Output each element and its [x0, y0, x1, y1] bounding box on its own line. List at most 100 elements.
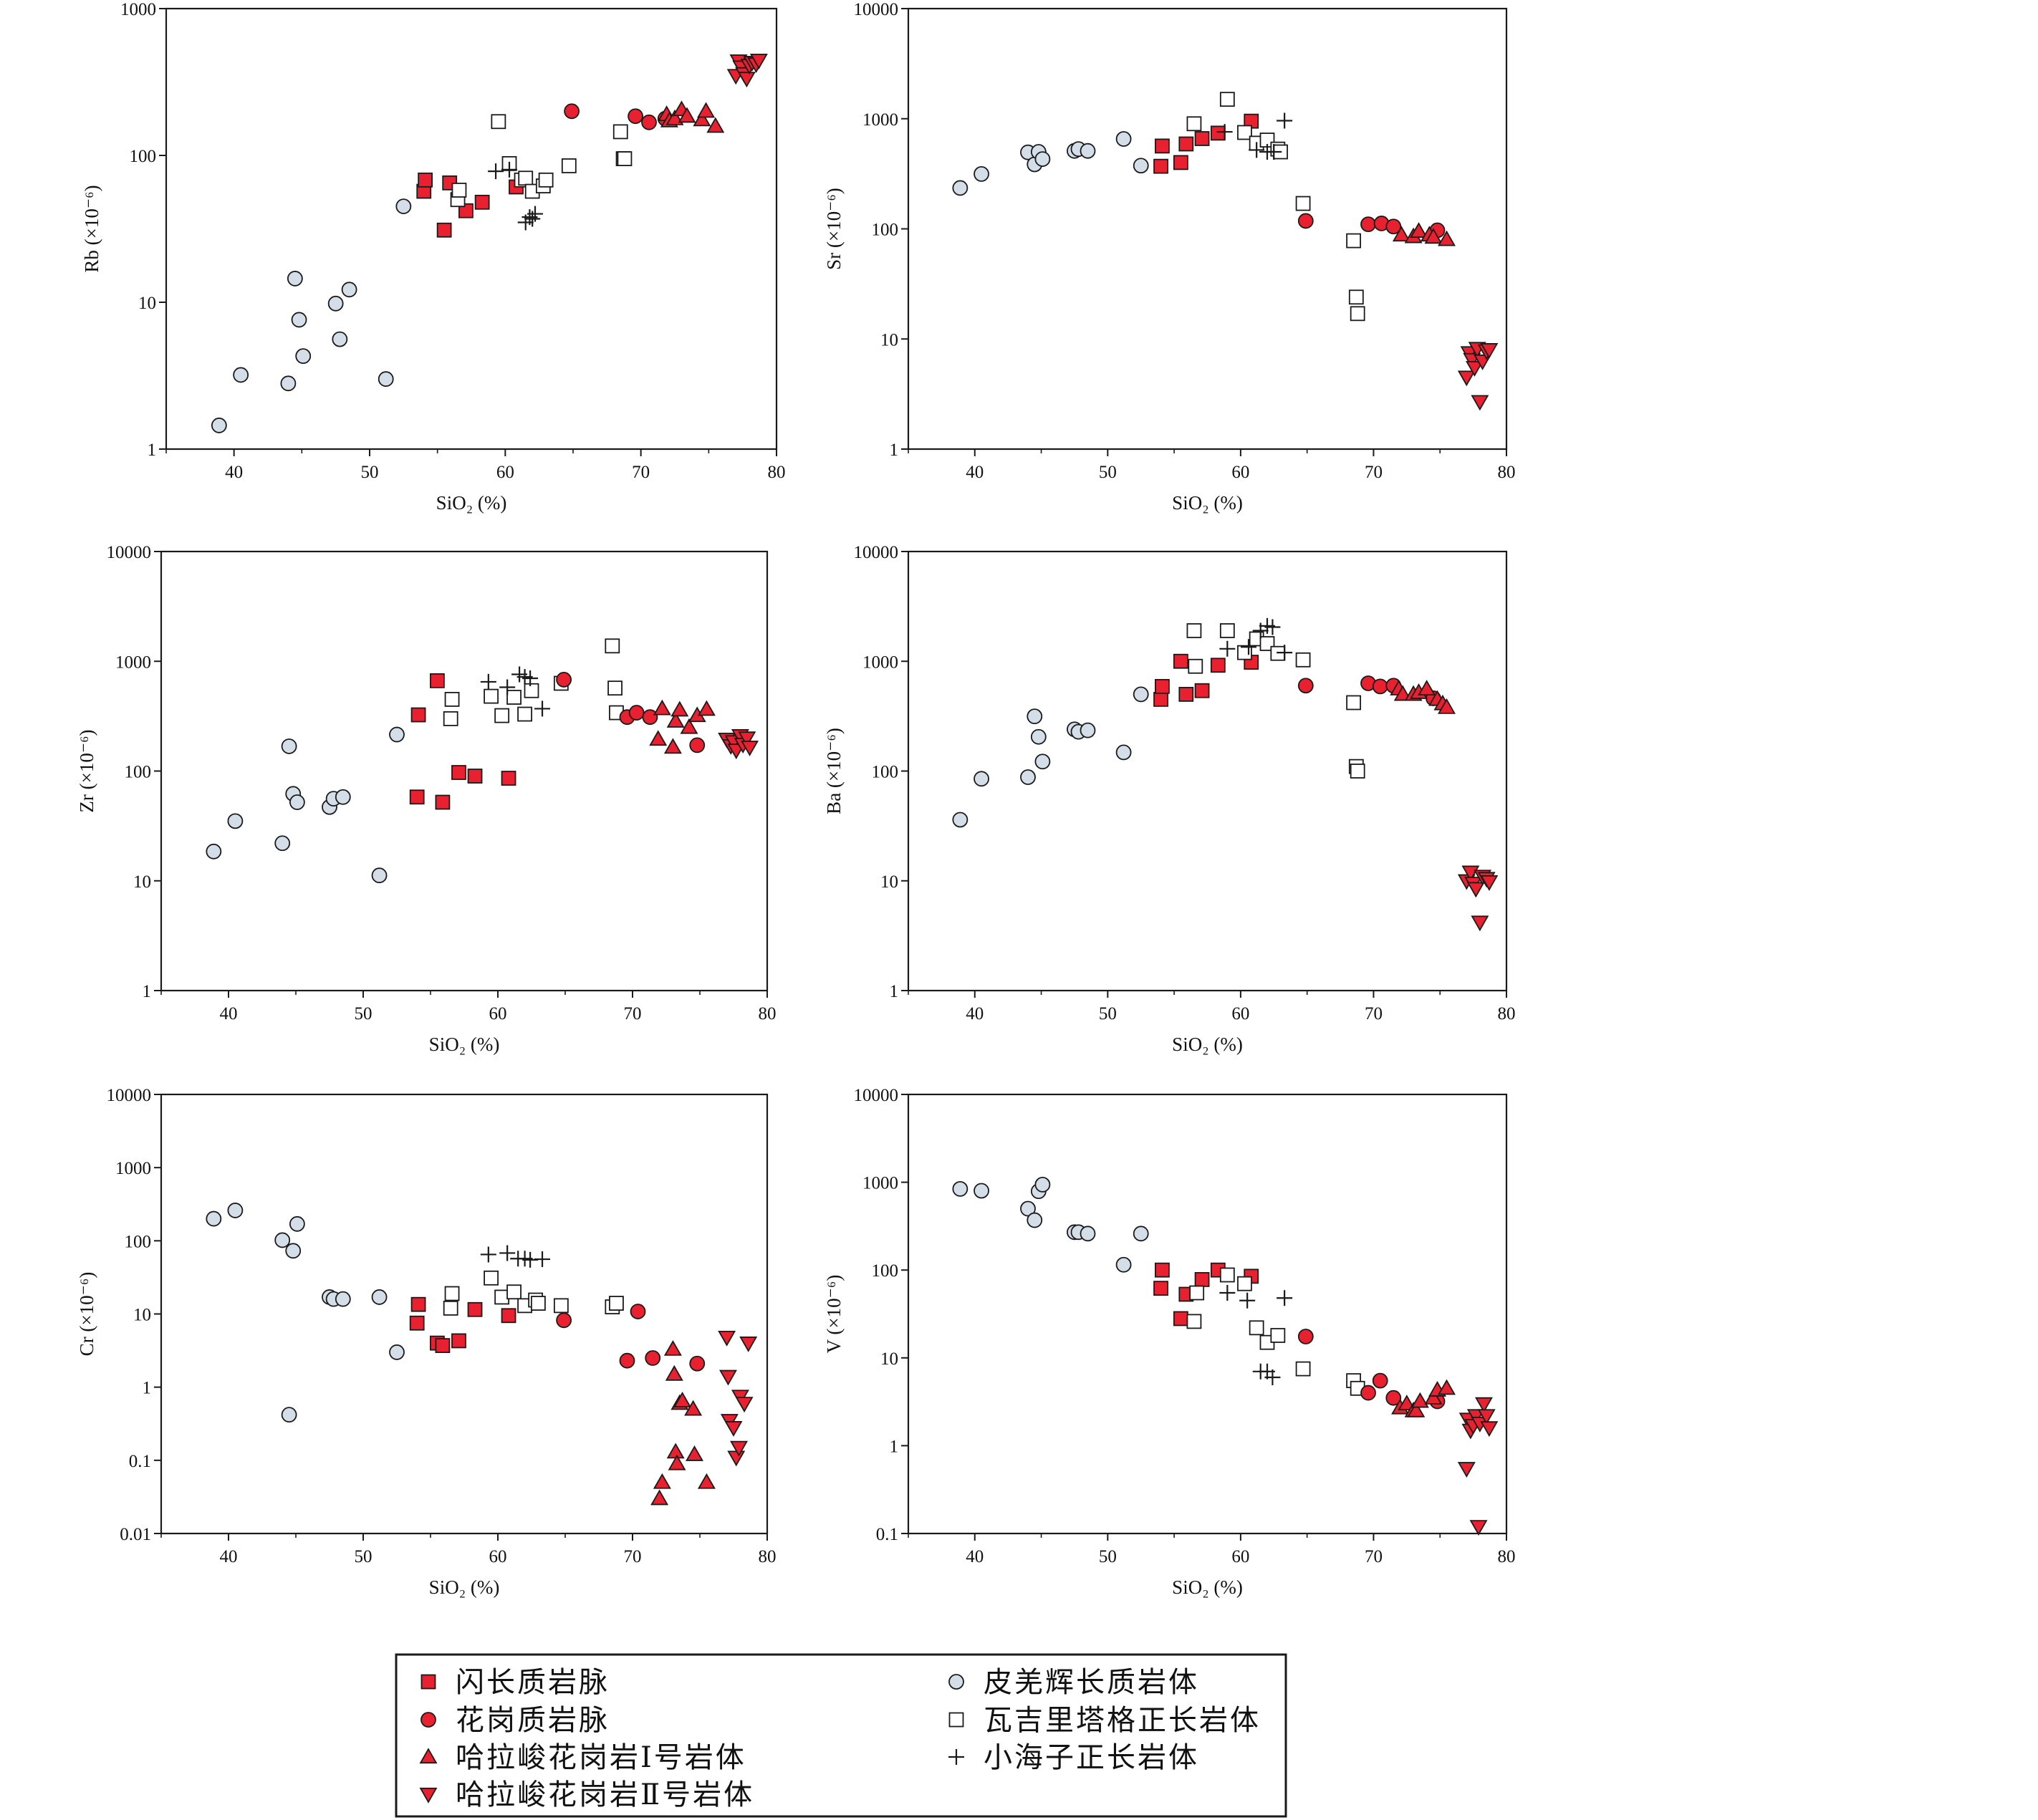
data-point: [650, 1489, 669, 1506]
data-point: [1155, 1262, 1170, 1278]
data-point: [1372, 1372, 1388, 1389]
y-tick-label: 100: [130, 147, 157, 166]
data-point: [1264, 619, 1281, 635]
x-tick-label: 70: [1365, 463, 1383, 482]
data-point: [1173, 653, 1188, 669]
data-point: [952, 812, 968, 828]
data-point: [1027, 708, 1043, 725]
data-point: [738, 731, 756, 748]
data-point: [524, 683, 539, 698]
y-tick-label: 100: [125, 1232, 152, 1251]
y-tick-label: 100: [872, 221, 899, 240]
series-triangle-up-red: [1392, 222, 1456, 246]
data-point: [1480, 875, 1499, 891]
data-point: [1424, 228, 1443, 244]
data-point: [538, 172, 554, 188]
data-point: [665, 1364, 683, 1381]
data-point: [1239, 1292, 1256, 1309]
data-point: [686, 1445, 703, 1461]
data-point: [1474, 1397, 1493, 1413]
y-tick-label: 1000: [115, 653, 151, 672]
series-triangle-down-red: [718, 729, 759, 760]
data-point: [371, 867, 388, 884]
series-square-red: [1153, 1262, 1259, 1327]
x-tick-label: 70: [624, 1004, 642, 1024]
x-tick-label: 40: [220, 1004, 238, 1024]
data-point: [480, 673, 496, 690]
data-point: [727, 1450, 746, 1467]
x-tick-label: 80: [759, 1004, 777, 1024]
zr-vs-sio2-panel: 40 50 60 70 80 1 10 100 1000 10000 SiO₂ (%) Zr (×10…: [76, 543, 777, 1055]
y-tick-label: 10000: [854, 543, 899, 562]
rb-vs-sio2-panel: 40 50 60 70 80 1 10 100 1000 SiO₂ (%) Rb (×10⁻⁶): [81, 0, 786, 514]
data-point: [409, 1315, 425, 1331]
data-point: [609, 1296, 624, 1311]
data-point: [451, 183, 467, 198]
data-point: [206, 843, 222, 860]
x-tick-label: 50: [1099, 463, 1117, 482]
data-point: [1034, 1176, 1051, 1193]
data-point: [706, 117, 725, 133]
data-point: [653, 1473, 671, 1489]
data-point: [1030, 728, 1047, 745]
y-axis-title: Cr (×10⁻⁶): [76, 1272, 97, 1357]
data-point: [1219, 640, 1236, 657]
data-point: [1186, 623, 1202, 638]
data-point: [467, 1301, 483, 1317]
x-tick-label: 80: [759, 1547, 777, 1566]
series-square-open: [443, 1270, 624, 1316]
series-square-red: [416, 172, 524, 238]
data-point: [1385, 1390, 1402, 1406]
data-point: [553, 1298, 569, 1314]
y-axis-title: Zr (×10⁻⁶): [76, 729, 97, 812]
x-tick-label: 60: [489, 1004, 507, 1024]
data-point: [605, 638, 620, 654]
x-tick-label: 50: [1099, 1547, 1117, 1566]
series-triangle-up-red: [1390, 680, 1456, 714]
data-point: [1115, 744, 1132, 761]
legend-marker: [948, 1674, 964, 1690]
data-point: [1346, 233, 1362, 249]
data-point: [724, 1421, 743, 1437]
x-tick-label: 40: [225, 463, 243, 482]
legend-marker: [419, 1748, 438, 1764]
data-point: [206, 1210, 222, 1227]
data-point: [1020, 769, 1036, 785]
data-point: [735, 1397, 754, 1413]
data-point: [517, 706, 532, 722]
y-tick-label: 10: [138, 294, 156, 313]
data-point: [444, 1286, 460, 1301]
data-point: [531, 1296, 546, 1311]
data-point: [680, 718, 698, 734]
x-tick-label: 70: [632, 463, 650, 482]
series-triangle-up-red: [1391, 1379, 1456, 1417]
data-point: [1297, 1329, 1314, 1344]
legend-marker: [420, 1712, 436, 1728]
x-axis-title: SiO₂ (%): [1172, 1576, 1243, 1598]
data-point: [327, 295, 344, 312]
series-circle-gray: [206, 1203, 405, 1423]
series-plus: [1219, 1285, 1293, 1385]
x-tick-label: 40: [220, 1547, 238, 1566]
data-point: [499, 1245, 516, 1261]
data-point: [1295, 652, 1311, 668]
data-point: [719, 1369, 737, 1386]
data-point: [1216, 124, 1233, 140]
data-point: [1210, 658, 1226, 673]
series-square-open: [1186, 623, 1365, 779]
data-point: [289, 1215, 305, 1232]
data-point: [1346, 695, 1362, 711]
data-point: [1210, 125, 1226, 141]
data-point: [739, 1337, 758, 1352]
x-axis-title: SiO₂ (%): [429, 1576, 500, 1598]
series-triangle-down-red: [718, 1330, 758, 1467]
x-axis-title: SiO₂ (%): [1172, 1034, 1243, 1055]
y-tick-label: 1000: [862, 653, 898, 672]
data-point: [697, 1473, 716, 1489]
legend-marker: [948, 1749, 964, 1765]
legend-item: 瓦吉里塔格正长岩体: [948, 1704, 1259, 1737]
series-square-red: [409, 1296, 516, 1354]
y-tick-label: 10000: [854, 0, 899, 19]
data-point: [1407, 1401, 1426, 1417]
y-tick-label: 1000: [862, 1174, 898, 1193]
